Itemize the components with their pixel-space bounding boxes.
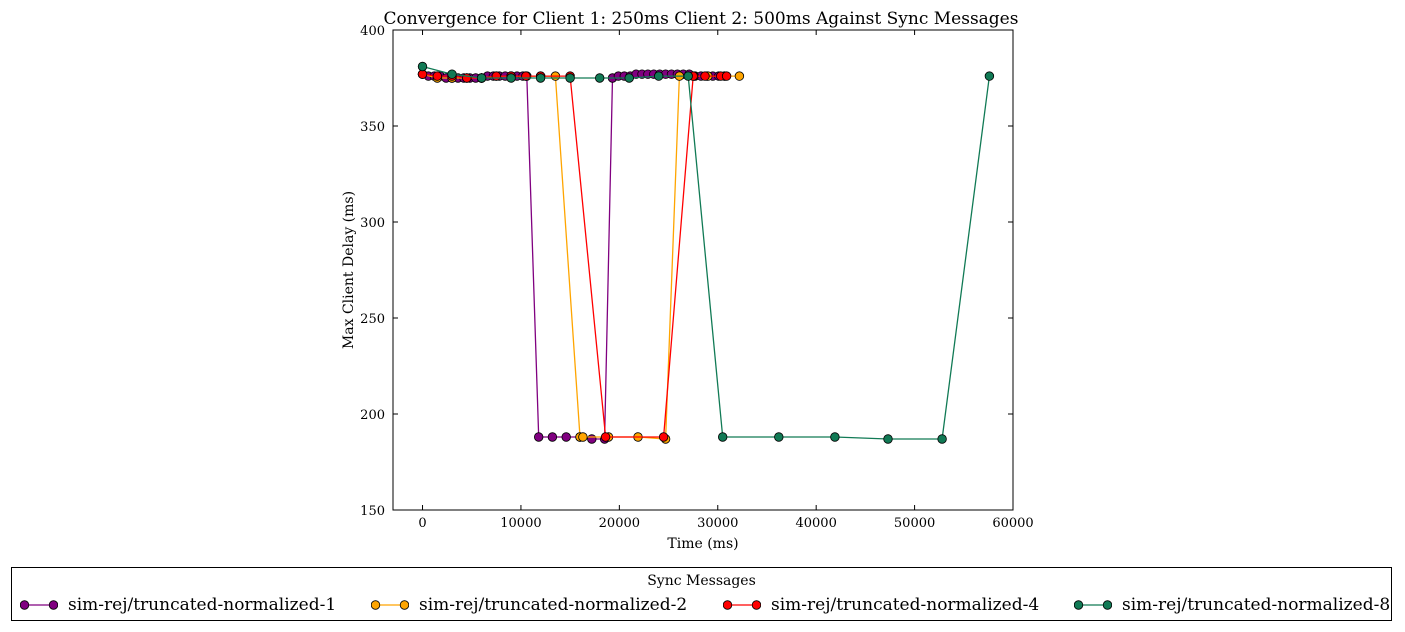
data-point bbox=[506, 73, 516, 83]
y-tick-label: 300 bbox=[360, 216, 385, 231]
data-point bbox=[937, 434, 947, 444]
data-point bbox=[700, 71, 710, 81]
data-point bbox=[624, 73, 634, 83]
data-point bbox=[984, 71, 995, 81]
x-tick-label: 10000 bbox=[500, 516, 541, 531]
legend-entry: sim-rej/truncated-normalized-8 bbox=[1074, 594, 1390, 616]
data-point bbox=[561, 432, 571, 442]
series-line bbox=[422, 65, 991, 440]
legend-marker bbox=[1074, 600, 1112, 610]
legend-marker bbox=[723, 600, 761, 610]
x-tick-label: 50000 bbox=[894, 516, 935, 531]
legend-label: sim-rej/truncated-normalized-4 bbox=[771, 595, 1040, 615]
legend: Sync Messages sim-rej/truncated-normaliz… bbox=[11, 567, 1392, 621]
plot-frame bbox=[392, 29, 1014, 511]
chart-title: Convergence for Client 1: 250ms Client 2… bbox=[384, 9, 1019, 29]
series-layer bbox=[417, 61, 995, 444]
legend-entry: sim-rej/truncated-normalized-1 bbox=[20, 594, 336, 616]
data-point bbox=[830, 432, 840, 442]
x-tick-label: 0 bbox=[418, 516, 426, 531]
legend-entry: sim-rej/truncated-normalized-4 bbox=[723, 594, 1039, 616]
x-tick-label: 20000 bbox=[599, 516, 640, 531]
chart-plot: Convergence for Client 1: 250ms Client 2… bbox=[341, 9, 1034, 552]
legend-title: Sync Messages bbox=[647, 573, 756, 589]
series-4 bbox=[417, 61, 995, 444]
x-axis-label: Time (ms) bbox=[667, 536, 738, 552]
y-tick-label: 250 bbox=[360, 312, 385, 327]
data-point bbox=[658, 432, 669, 442]
series-line bbox=[422, 73, 727, 438]
data-point bbox=[476, 73, 487, 83]
data-point bbox=[565, 73, 575, 83]
data-point bbox=[432, 71, 443, 81]
data-point bbox=[683, 71, 693, 81]
legend-label: sim-rej/truncated-normalized-8 bbox=[1122, 595, 1391, 615]
x-tick-label: 60000 bbox=[992, 516, 1033, 531]
axis-ticks: 0 10000 20000 30000 40000 50000 60000 150 200 250… bbox=[360, 24, 1034, 531]
data-point bbox=[578, 432, 588, 442]
legend-marker bbox=[371, 600, 409, 610]
y-tick-label: 350 bbox=[360, 120, 385, 135]
data-point bbox=[774, 432, 784, 442]
y-tick-label: 150 bbox=[360, 504, 385, 519]
data-point bbox=[535, 73, 546, 83]
data-point bbox=[883, 434, 893, 444]
legend-label: sim-rej/truncated-normalized-2 bbox=[419, 595, 688, 615]
y-axis-label: Max Client Delay (ms) bbox=[341, 191, 357, 349]
x-tick-label: 30000 bbox=[697, 516, 738, 531]
data-point bbox=[600, 432, 611, 442]
data-point bbox=[654, 71, 664, 81]
y-tick-label: 200 bbox=[360, 408, 385, 423]
data-point bbox=[547, 432, 558, 442]
legend-entry: sim-rej/truncated-normalized-2 bbox=[371, 594, 687, 616]
x-tick-label: 40000 bbox=[795, 516, 836, 531]
data-point bbox=[491, 71, 502, 81]
data-point bbox=[721, 71, 732, 81]
legend-marker bbox=[20, 600, 58, 610]
legend-label: sim-rej/truncated-normalized-1 bbox=[68, 595, 337, 615]
data-point bbox=[462, 73, 472, 83]
data-point bbox=[718, 432, 728, 442]
data-point bbox=[417, 61, 428, 72]
data-point bbox=[534, 432, 544, 442]
data-point bbox=[521, 71, 531, 81]
data-point bbox=[587, 434, 597, 444]
data-point bbox=[734, 71, 745, 81]
y-tick-label: 400 bbox=[360, 24, 385, 39]
data-point bbox=[447, 69, 457, 79]
data-point bbox=[595, 73, 605, 83]
